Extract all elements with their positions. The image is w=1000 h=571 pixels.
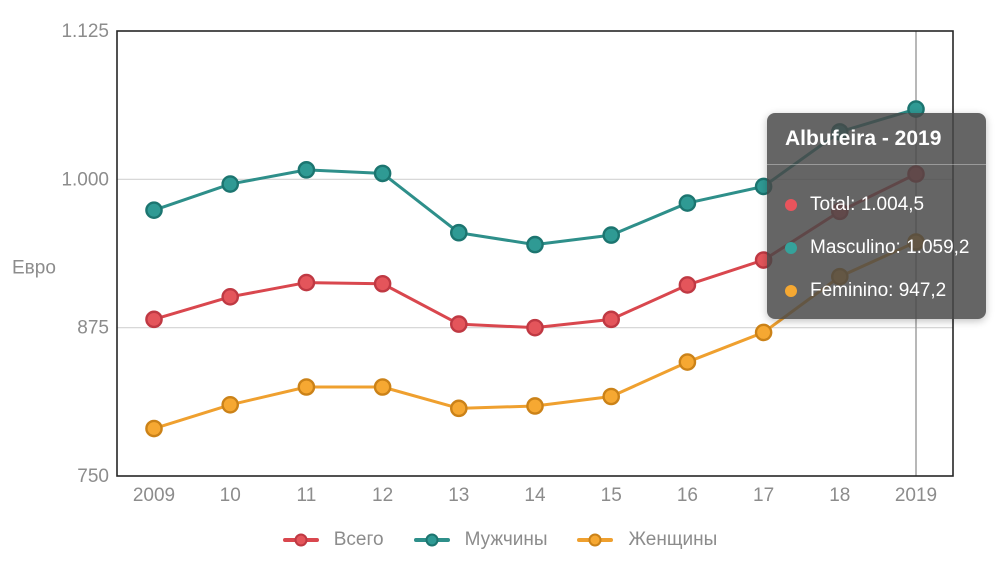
tooltip-title: Albufeira - 2019 <box>767 113 986 165</box>
data-point-Мужчины-10[interactable] <box>221 175 239 193</box>
data-point-Всего-11[interactable] <box>297 273 316 292</box>
legend-item-total[interactable]: Всего <box>282 529 384 551</box>
legend: Всего Мужчины Женщины <box>0 529 1000 551</box>
tooltip: Albufeira - 2019 Total: 1.004,5 Masculin… <box>767 113 986 319</box>
data-point-Женщины-11[interactable] <box>297 378 316 396</box>
tooltip-masculino-value: Masculino: 1.059,2 <box>810 237 970 258</box>
x-tick-label: 13 <box>448 485 469 506</box>
legend-label-total: Всего <box>333 529 384 550</box>
data-point-Женщины-10[interactable] <box>221 395 239 414</box>
data-point-Женщины-2009[interactable] <box>145 419 163 438</box>
legend-item-women[interactable]: Женщины <box>577 529 717 551</box>
tooltip-row-masculino: Masculino: 1.059,2 <box>785 237 970 259</box>
data-point-Женщины-16[interactable] <box>678 353 697 371</box>
x-tick-label: 16 <box>677 485 698 506</box>
data-point-Мужчины-14[interactable] <box>526 235 544 254</box>
x-tick-label: 11 <box>297 485 317 506</box>
data-point-Мужчины-16[interactable] <box>678 194 697 212</box>
tooltip-total-value: Total: 1.004,5 <box>810 194 925 215</box>
x-tick-label: 17 <box>753 485 774 506</box>
tooltip-body: Total: 1.004,5 Masculino: 1.059,2 Femini… <box>767 165 986 319</box>
tooltip-row-feminino: Feminino: 947,2 <box>785 280 968 302</box>
y-tick-label: 1.125 <box>61 21 109 42</box>
x-tick-label: 2019 <box>895 485 937 506</box>
y-tick-label: 1.000 <box>61 169 109 190</box>
x-tick-label: 14 <box>524 485 546 506</box>
data-point-Женщины-14[interactable] <box>526 397 544 415</box>
data-point-Всего-2009[interactable] <box>145 310 163 329</box>
legend-label-men: Мужчины <box>464 529 548 550</box>
data-point-Всего-16[interactable] <box>678 276 697 294</box>
data-point-Всего-13[interactable] <box>449 315 468 333</box>
y-tick-label: 875 <box>77 318 109 339</box>
tooltip-feminino-value: Feminino: 947,2 <box>810 280 947 301</box>
x-tick-label: 2009 <box>133 485 175 506</box>
data-point-Женщины-12[interactable] <box>373 378 392 396</box>
data-point-Мужчины-13[interactable] <box>449 223 468 242</box>
masculino-series-dot-icon <box>785 242 797 254</box>
data-point-Мужчины-15[interactable] <box>602 226 621 244</box>
feminino-series-dot-icon <box>785 285 797 297</box>
data-point-Мужчины-11[interactable] <box>297 161 316 179</box>
x-tick-label: 15 <box>601 485 622 506</box>
legend-label-women: Женщины <box>628 529 718 550</box>
data-point-Мужчины-2009[interactable] <box>145 201 163 219</box>
data-point-Всего-14[interactable] <box>526 318 544 337</box>
total-legend-marker-icon <box>282 533 319 547</box>
data-point-Женщины-15[interactable] <box>602 387 621 406</box>
data-point-Всего-15[interactable] <box>602 310 621 329</box>
data-point-Женщины-13[interactable] <box>449 399 468 418</box>
total-series-dot-icon <box>785 199 797 211</box>
tooltip-row-total: Total: 1.004,5 <box>785 194 968 216</box>
data-point-Мужчины-12[interactable] <box>373 164 392 183</box>
x-tick-label: 18 <box>829 485 850 506</box>
x-tick-label: 10 <box>220 485 241 506</box>
data-point-Женщины-17[interactable] <box>754 323 773 342</box>
x-tick-label: 12 <box>372 485 393 506</box>
women-legend-marker-icon <box>577 533 614 547</box>
legend-item-men[interactable]: Мужчины <box>413 529 548 551</box>
men-legend-marker-icon <box>413 533 450 547</box>
y-axis-title: Евро <box>12 258 56 279</box>
data-point-Всего-10[interactable] <box>221 288 239 306</box>
data-point-Всего-12[interactable] <box>373 274 392 293</box>
y-tick-label: 750 <box>77 466 109 487</box>
